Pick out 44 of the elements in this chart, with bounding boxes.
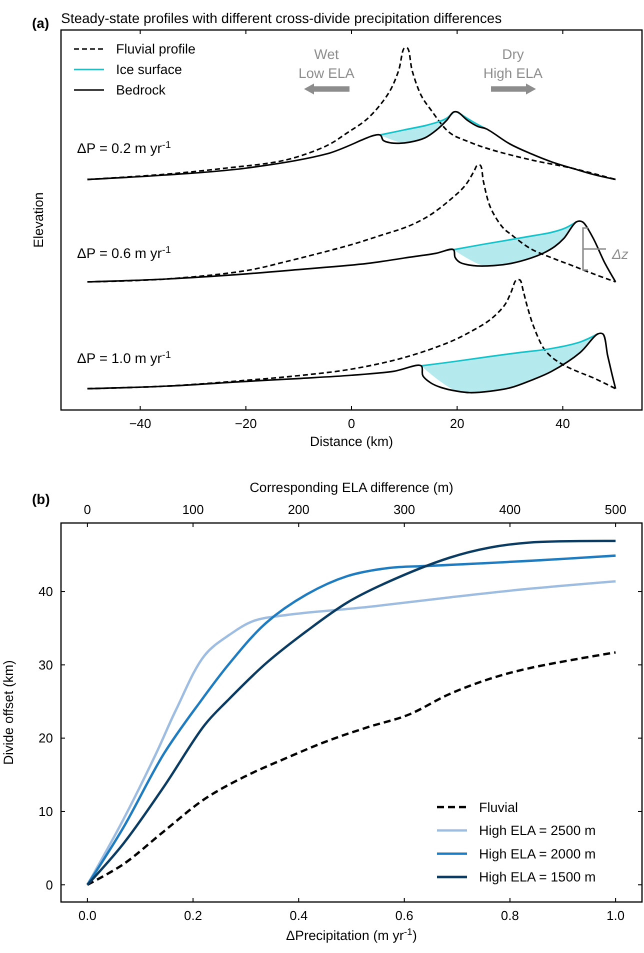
legend-label: High ELA = 1500 m xyxy=(479,870,596,885)
x2-tick-label: 400 xyxy=(499,502,521,517)
legend-label: High ELA = 2500 m xyxy=(479,823,596,838)
x-tick-label: 20 xyxy=(450,416,464,431)
x-tick-label: 0.4 xyxy=(290,908,308,923)
annotation: ΔP = 0.6 m yr$^{-1}$ xyxy=(77,244,172,261)
x-tick-label: −40 xyxy=(129,416,152,431)
y-tick-label: 30 xyxy=(38,657,53,672)
chart-title: Steady-state profiles with different cross-divide precipitation differences xyxy=(61,10,502,26)
annotation: Wet Low ELA xyxy=(298,46,356,81)
x-tick-label: 0.0 xyxy=(78,908,96,923)
annotation: Δz xyxy=(611,246,628,262)
x-tick-label: 0 xyxy=(348,416,356,431)
legend-label: Fluvial xyxy=(479,800,518,815)
x-tick-label: 40 xyxy=(556,416,570,431)
legend-label: Ice surface xyxy=(116,62,182,78)
x2-axis-title: Corresponding ELA difference (m) xyxy=(250,480,454,495)
x-tick-label: 0.6 xyxy=(395,908,414,923)
x-tick-label: 0.8 xyxy=(500,908,519,923)
y-tick-label: 20 xyxy=(38,730,53,746)
line-series xyxy=(86,651,617,886)
legend-label: Fluvial profile xyxy=(116,42,196,57)
x-tick-label: −20 xyxy=(234,416,257,431)
y-tick-label: 40 xyxy=(38,584,53,600)
x2-tick-label: 200 xyxy=(288,502,310,517)
legend-label: Bedrock xyxy=(116,82,166,98)
annotation: ΔP = 1.0 m yr$^{-1}$ xyxy=(77,349,172,366)
annotation: Dry High ELA xyxy=(483,46,544,81)
x2-tick-label: 0 xyxy=(84,502,92,517)
y-axis-title: Divide offset (km) xyxy=(1,660,16,765)
legend-label: High ELA = 2000 m xyxy=(479,846,596,862)
x-tick-label: 1.0 xyxy=(606,908,625,923)
annotation: ΔP = 0.2 m yr$^{-1}$ xyxy=(77,139,172,156)
x2-tick-label: 300 xyxy=(393,502,416,517)
y-axis-title: Elevation xyxy=(31,192,46,248)
x-tick-label: 0.2 xyxy=(184,908,202,923)
text: (a) xyxy=(32,14,50,31)
x-axis-title: Distance (km) xyxy=(310,434,394,449)
x-axis-title: ΔPrecipitation (m yr$^{-1}$) xyxy=(286,926,417,943)
y-tick-label: 10 xyxy=(38,804,53,820)
x2-tick-label: 500 xyxy=(604,502,626,517)
text: (b) xyxy=(32,490,50,507)
x2-tick-label: 100 xyxy=(182,502,204,517)
y-tick-label: 0 xyxy=(46,877,53,892)
